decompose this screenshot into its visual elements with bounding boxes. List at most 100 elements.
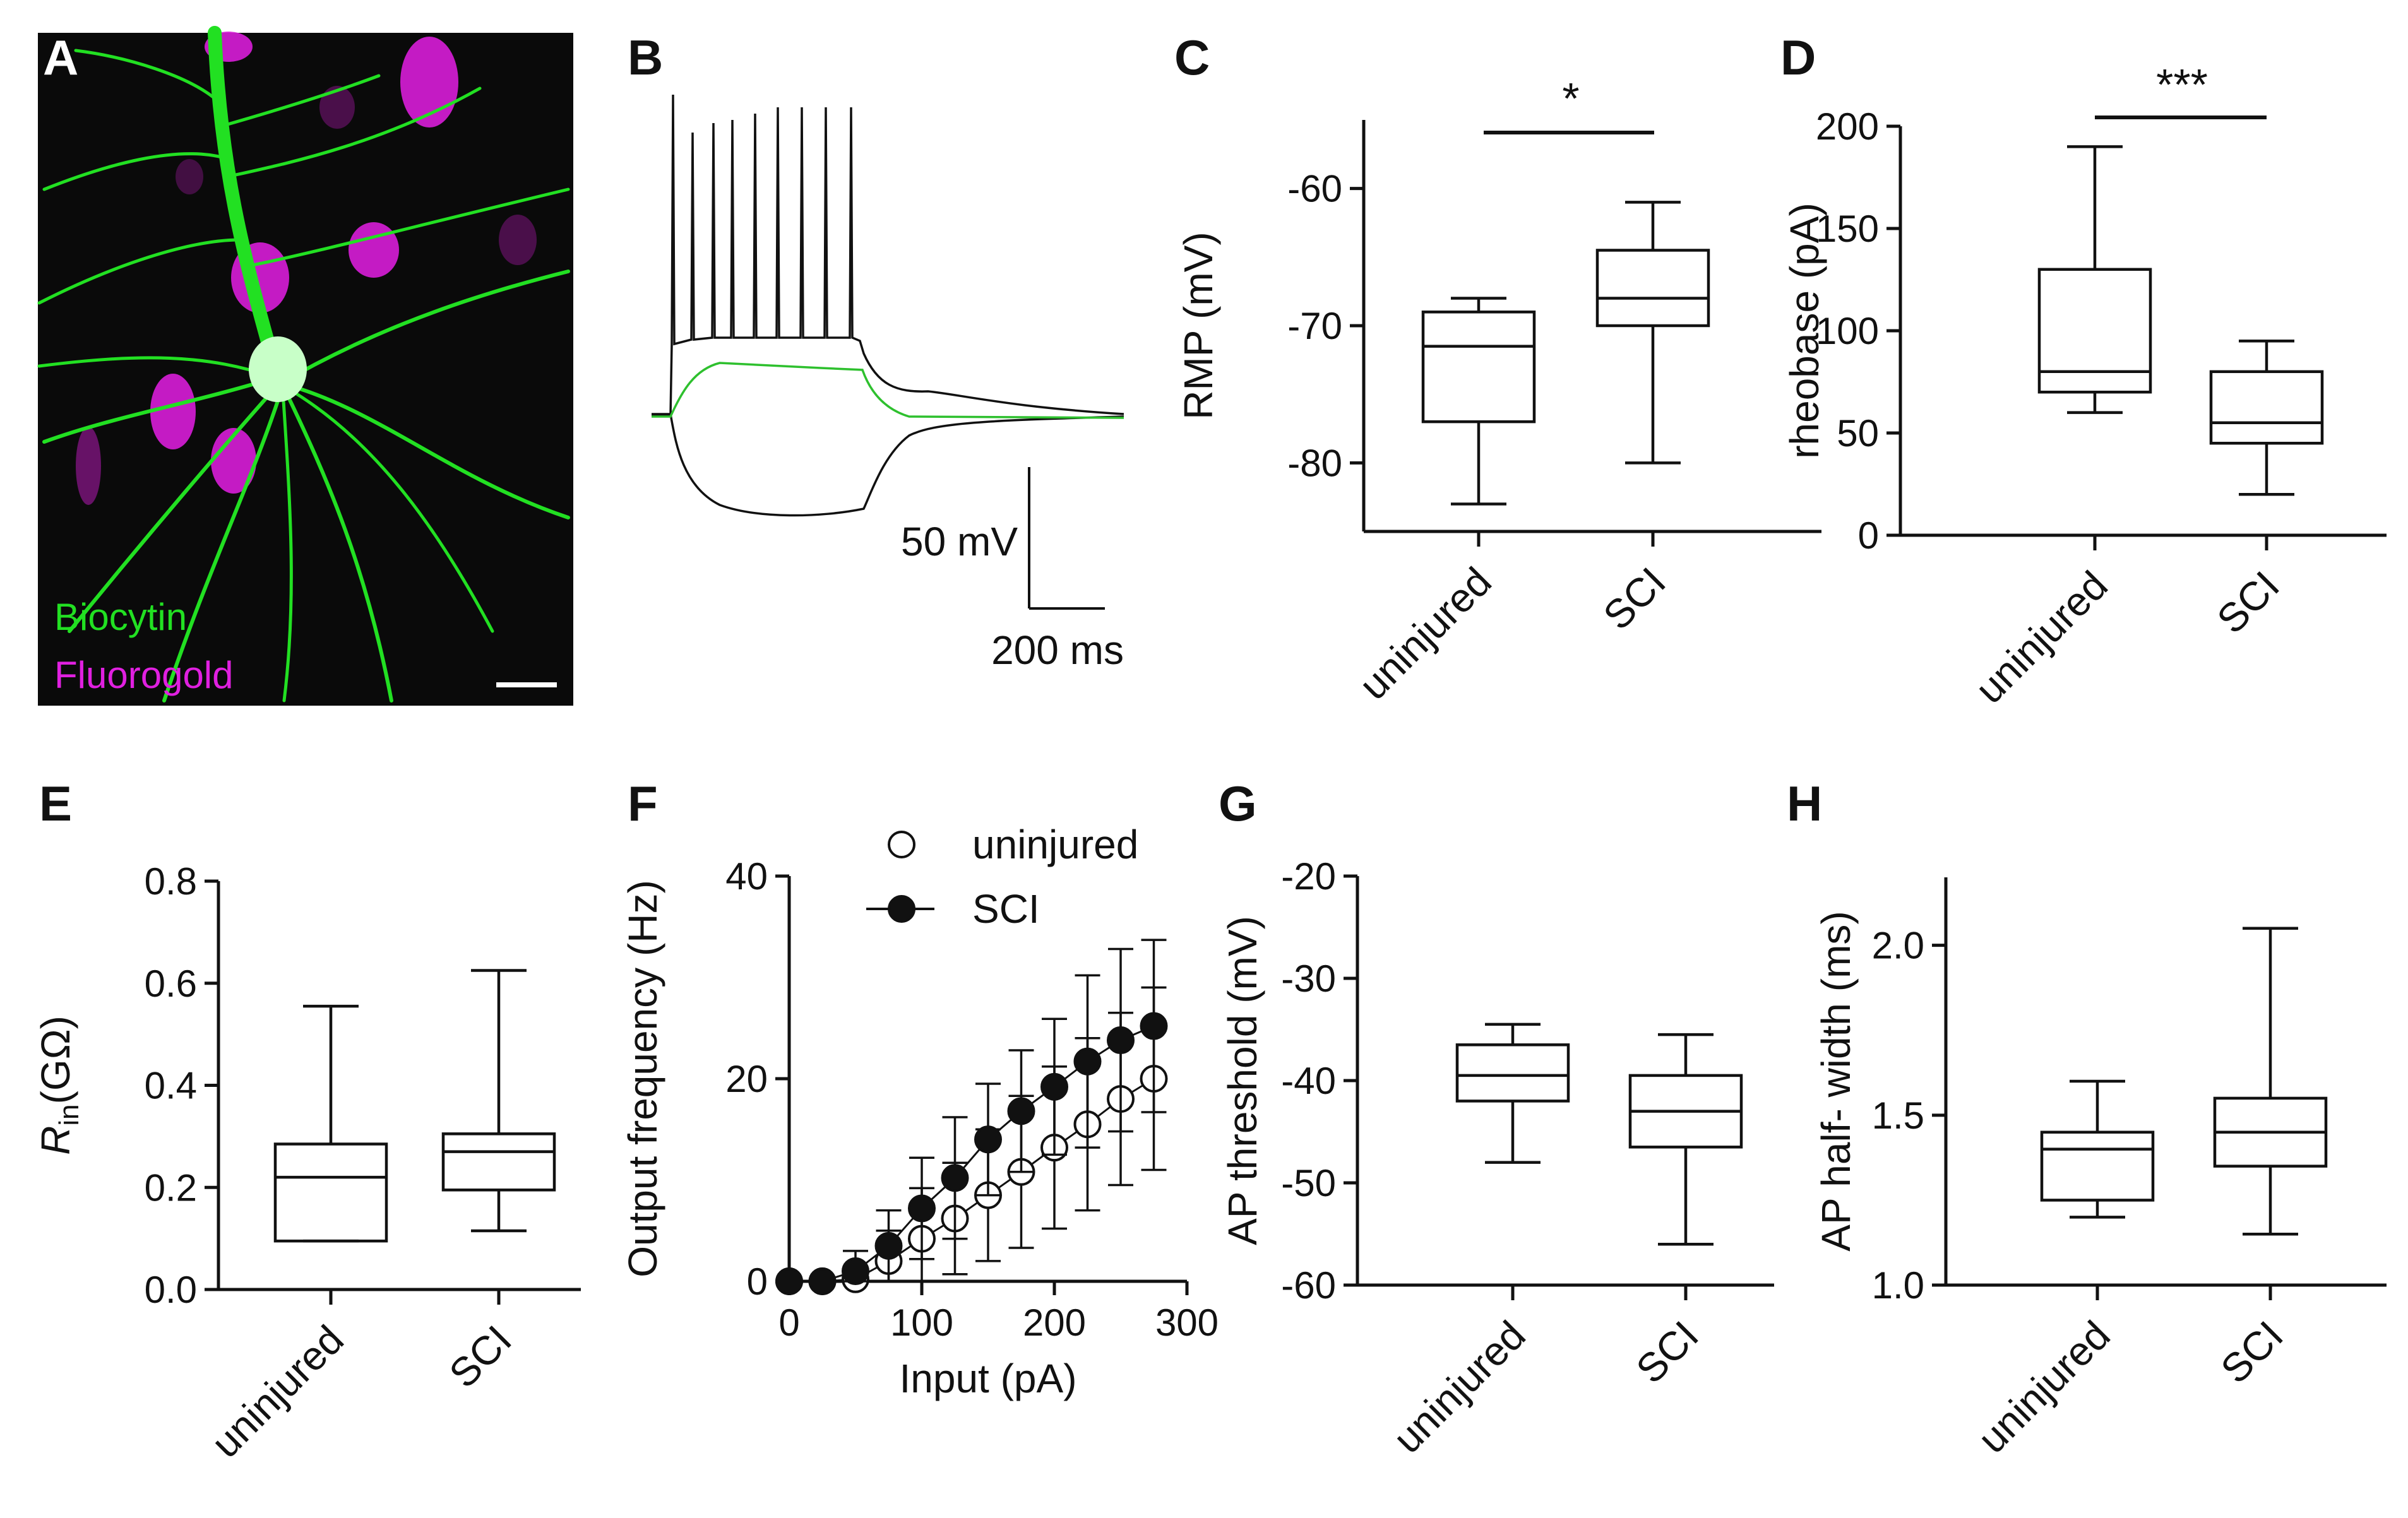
x-tick-label: SCI — [2208, 562, 2288, 642]
dendrite — [281, 389, 293, 703]
dendrite — [251, 187, 570, 267]
dendrite — [225, 86, 482, 179]
x-tick-label: uninjured — [1385, 1312, 1534, 1462]
y-tick-label: 150 — [1816, 208, 1879, 250]
biocytin-neuron — [37, 26, 570, 703]
legend-label-sci: SCI — [972, 886, 1040, 932]
legend-marker-uninjured — [888, 831, 915, 858]
fi-curve-plot: 0 20 40 0 100 200 300 Output frequency (Hz) Inpu… — [620, 822, 1219, 1401]
panel-label-a: A — [43, 30, 78, 85]
x-tick-label: 0 — [778, 1302, 799, 1344]
panel-label-b: B — [628, 30, 663, 85]
data-point — [1073, 1047, 1102, 1076]
y-tick-label: 0.6 — [145, 963, 197, 1005]
panel-label-g: G — [1219, 776, 1257, 831]
x-tick-label: uninjured — [1350, 559, 1500, 708]
y-tick-label: 0.4 — [145, 1065, 197, 1107]
y-axis-label: Output frequency (Hz) — [620, 880, 665, 1278]
data-point — [775, 1267, 803, 1295]
panel-label-c: C — [1174, 30, 1210, 85]
data-point — [1007, 1097, 1035, 1125]
x-tick-label: SCI — [2212, 1312, 2292, 1392]
x-tick-label: SCI — [1595, 559, 1674, 638]
x-tick-label: 300 — [1155, 1302, 1219, 1344]
fluorogold-cell — [499, 215, 537, 265]
ap-threshold-box-plot: -60 -50 -40 -30 -20 uninjured SCI AP threshold … — [1220, 855, 1774, 1462]
dendrite — [37, 238, 242, 305]
data-point — [1107, 1026, 1135, 1055]
fluorogold-cell — [150, 374, 196, 449]
y-tick-label: 100 — [1816, 310, 1879, 352]
box-iqr — [2040, 1130, 2155, 1202]
x-tick-label: uninjured — [203, 1317, 352, 1466]
dendrite — [282, 386, 393, 703]
y-axis-label: AP half- width (ms) — [1813, 911, 1859, 1251]
series-uninjured — [775, 986, 1168, 1295]
box-iqr — [273, 1142, 388, 1243]
y-tick-label: -50 — [1281, 1162, 1336, 1204]
panel-e: E 0.0 0.2 0.4 0.6 0.8 uninjured SCI Rin(GΩ) — [33, 776, 581, 1466]
panel-g: G -60 -50 -40 -30 -20 uninjured SCI AP threshol… — [1219, 776, 1774, 1462]
x-tick-label: 100 — [890, 1302, 953, 1344]
y-axis-label-unit: (GΩ) — [33, 1016, 78, 1104]
legend-label-uninjured: uninjured — [972, 822, 1138, 867]
y-axis-label: rheobase (pA) — [1782, 203, 1827, 459]
ap-half-width-box-plot: 1.0 1.5 2.0 uninjured SCI AP half- width (ms) — [1813, 877, 2387, 1462]
legend-marker-sci — [888, 895, 915, 923]
y-tick-label: 0 — [1858, 514, 1879, 557]
y-axis-label-symbol: R — [33, 1126, 78, 1155]
y-tick-label: -30 — [1281, 958, 1336, 1000]
fluorogold-cell — [76, 427, 101, 505]
box-iqr — [441, 1132, 556, 1192]
trace-hyperpolarized — [652, 413, 1124, 517]
y-tick-label: 0.8 — [145, 860, 197, 903]
box-iqr — [2037, 268, 2152, 394]
data-point — [908, 1194, 936, 1223]
data-point — [874, 1231, 903, 1260]
y-axis-label-subscript: in — [54, 1104, 85, 1125]
y-tick-label: 20 — [725, 1058, 768, 1100]
fluorogold-cells — [76, 32, 537, 505]
box-iqr — [1421, 311, 1536, 424]
data-point — [974, 1125, 1002, 1154]
dendrite — [285, 383, 570, 519]
panel-label-f: F — [628, 776, 658, 831]
y-axis-label: Rin(GΩ) — [33, 1016, 85, 1155]
dendrite — [162, 389, 283, 703]
y-tick-label: -60 — [1281, 1264, 1336, 1307]
fluorogold-cell — [349, 222, 399, 278]
x-tick-label: uninjured — [1967, 562, 2116, 712]
y-tick-label: 200 — [1816, 105, 1879, 148]
legend: uninjured SCI — [866, 822, 1138, 932]
fluorogold-cell — [319, 86, 355, 129]
dendrite — [42, 377, 273, 444]
box-iqr — [1455, 1043, 1570, 1103]
input-resistance-box-plot: 0.0 0.2 0.4 0.6 0.8 uninjured SCI Rin(GΩ) — [33, 860, 581, 1466]
y-tick-label: -40 — [1281, 1060, 1336, 1102]
y-tick-label: -70 — [1287, 305, 1342, 347]
panel-label-e: E — [39, 776, 72, 831]
y-axis-label: RMP (mV) — [1176, 232, 1221, 419]
panel-b: B 50 mV 200 ms — [628, 30, 1124, 673]
data-point — [1040, 1072, 1068, 1101]
series-sci — [775, 939, 1168, 1295]
panel-a: A Biocytin Fluorogold — [37, 26, 573, 706]
dendrite — [68, 383, 280, 633]
y-tick-label: -80 — [1287, 442, 1342, 484]
x-tick-label: uninjured — [1969, 1312, 2119, 1462]
data-point — [1140, 1012, 1168, 1040]
y-tick-label: -20 — [1281, 855, 1336, 898]
dendrite — [219, 74, 381, 128]
dendrite — [285, 386, 494, 633]
trace-spiking — [652, 94, 1124, 417]
rheobase-box-plot: 0 50 100 150 200 uninjured SCI rheobase (pA) — [1782, 105, 2387, 712]
x-axis-label: Input (pA) — [899, 1356, 1076, 1401]
box-iqr — [2209, 370, 2324, 445]
panel-f: F 0 20 40 0 100 200 300 Output frequency (Hz) In… — [620, 776, 1219, 1401]
legend-fluorogold: Fluorogold — [54, 654, 234, 696]
y-tick-label: 2.0 — [1872, 925, 1924, 967]
neuron-soma — [249, 336, 307, 402]
data-point — [808, 1267, 837, 1295]
significance-marker: * — [1562, 74, 1579, 123]
